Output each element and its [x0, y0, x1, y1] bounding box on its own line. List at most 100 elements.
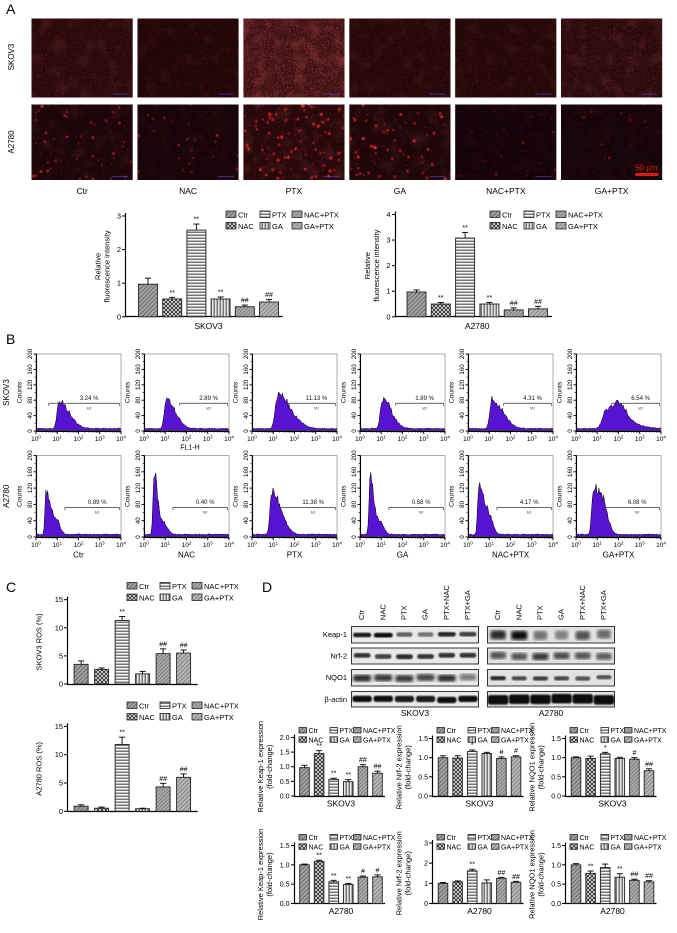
svg-text:A2780: A2780: [467, 906, 492, 916]
svg-text:200: 200: [459, 450, 466, 461]
svg-text:(fold-change): (fold-change): [403, 745, 412, 790]
svg-text:##: ##: [265, 292, 273, 299]
svg-text:3.24 %: 3.24 %: [80, 396, 99, 402]
svg-text:160: 160: [135, 364, 142, 375]
svg-text:##: ##: [510, 300, 518, 307]
svg-text:104: 104: [116, 540, 126, 549]
svg-text:80: 80: [135, 500, 142, 507]
svg-text:160: 160: [243, 466, 250, 477]
svg-text:NAC: NAC: [238, 222, 254, 231]
svg-text:100: 100: [139, 540, 149, 549]
svg-text:##: ##: [374, 764, 382, 771]
svg-text:Relative NQO1 expression: Relative NQO1 expression: [527, 723, 536, 812]
svg-text:103: 103: [311, 434, 321, 443]
svg-text:PTX: PTX: [287, 551, 303, 560]
svg-text:120: 120: [27, 482, 34, 493]
svg-text:11.13 %: 11.13 %: [306, 396, 328, 402]
svg-text:##: ##: [498, 870, 506, 877]
svg-text:GA: GA: [536, 222, 547, 231]
svg-text:50 μm: 50 μm: [635, 164, 658, 173]
svg-text:Ctr: Ctr: [447, 728, 457, 735]
svg-text:160: 160: [351, 466, 358, 477]
svg-text:104: 104: [548, 540, 558, 549]
svg-text:1: 1: [424, 881, 428, 888]
svg-text:##: ##: [534, 299, 542, 306]
svg-text:SKOV3: SKOV3: [327, 799, 356, 809]
svg-text:200: 200: [459, 348, 466, 359]
svg-text:Counts: Counts: [340, 485, 347, 507]
svg-text:120: 120: [243, 379, 250, 390]
svg-text:NAC+PTX: NAC+PTX: [486, 186, 526, 196]
svg-text:NAC: NAC: [309, 737, 324, 744]
svg-text:GA+PTX: GA+PTX: [501, 737, 529, 744]
svg-text:102: 102: [614, 434, 624, 443]
svg-text:104: 104: [116, 434, 126, 443]
svg-text:A2780: A2780: [600, 906, 625, 916]
svg-text:102: 102: [182, 540, 192, 549]
svg-text:40: 40: [135, 517, 142, 524]
svg-text:101: 101: [268, 434, 278, 443]
svg-text:Counts: Counts: [448, 485, 455, 507]
svg-text:#: #: [499, 749, 503, 756]
svg-text:3: 3: [386, 236, 390, 245]
svg-text:1.5: 1.5: [551, 736, 561, 743]
svg-text:15: 15: [55, 595, 63, 604]
svg-text:200: 200: [27, 348, 34, 359]
svg-text:M1: M1: [419, 511, 424, 515]
svg-text:104: 104: [548, 434, 558, 443]
svg-text:Counts: Counts: [557, 381, 564, 403]
svg-text:5: 5: [59, 651, 63, 660]
svg-text:Ctr: Ctr: [139, 582, 150, 591]
svg-text:(fold-change): (fold-change): [403, 851, 412, 896]
svg-text:0: 0: [59, 680, 63, 689]
svg-text:120: 120: [27, 379, 34, 390]
svg-text:103: 103: [419, 434, 429, 443]
svg-text:M1: M1: [87, 406, 92, 410]
svg-text:GA: GA: [611, 737, 621, 744]
svg-text:2.0: 2.0: [280, 735, 290, 742]
svg-text:0: 0: [567, 429, 574, 433]
svg-text:103: 103: [635, 540, 645, 549]
svg-text:Ctr: Ctr: [77, 186, 89, 196]
svg-text:0: 0: [459, 429, 466, 433]
svg-text:103: 103: [527, 434, 537, 443]
svg-text:NQO1: NQO1: [326, 673, 347, 682]
svg-text:M1: M1: [203, 511, 208, 515]
svg-text:1.5: 1.5: [418, 736, 428, 743]
svg-text:NAC: NAC: [178, 551, 195, 560]
svg-text:40: 40: [27, 412, 34, 419]
svg-text:101: 101: [592, 540, 602, 549]
svg-text:#: #: [376, 867, 380, 874]
svg-text:6.54 %: 6.54 %: [631, 396, 650, 402]
svg-text:**: **: [331, 873, 337, 880]
svg-text:NAC: NAC: [447, 737, 462, 744]
svg-text:101: 101: [376, 540, 386, 549]
svg-text:##: ##: [512, 874, 520, 881]
svg-text:PTX: PTX: [611, 835, 625, 842]
svg-text:PTX+NAC: PTX+NAC: [578, 585, 587, 620]
svg-text:102: 102: [182, 434, 192, 443]
svg-text:β-actin: β-actin: [324, 695, 347, 704]
svg-text:4: 4: [386, 210, 390, 219]
svg-text:160: 160: [459, 364, 466, 375]
svg-text:Ctr: Ctr: [139, 702, 150, 711]
svg-text:160: 160: [351, 364, 358, 375]
svg-text:0: 0: [567, 535, 574, 539]
svg-text:101: 101: [52, 540, 62, 549]
svg-text:**: **: [588, 864, 594, 871]
svg-text:0.0: 0.0: [551, 794, 561, 801]
svg-text:160: 160: [567, 364, 574, 375]
svg-text:GA+PTX: GA+PTX: [363, 737, 391, 744]
svg-text:##: ##: [645, 873, 653, 880]
svg-text:##: ##: [180, 766, 188, 773]
svg-text:1.0: 1.0: [280, 764, 290, 771]
svg-text:##: ##: [631, 872, 639, 879]
svg-text:0.58 %: 0.58 %: [412, 500, 431, 506]
svg-text:101: 101: [160, 540, 170, 549]
svg-text:##: ##: [645, 761, 653, 768]
svg-text:100: 100: [571, 540, 581, 549]
svg-text:120: 120: [351, 482, 358, 493]
svg-text:15: 15: [55, 722, 63, 731]
svg-text:2: 2: [117, 245, 121, 254]
svg-text:Ctr: Ctr: [238, 211, 249, 220]
